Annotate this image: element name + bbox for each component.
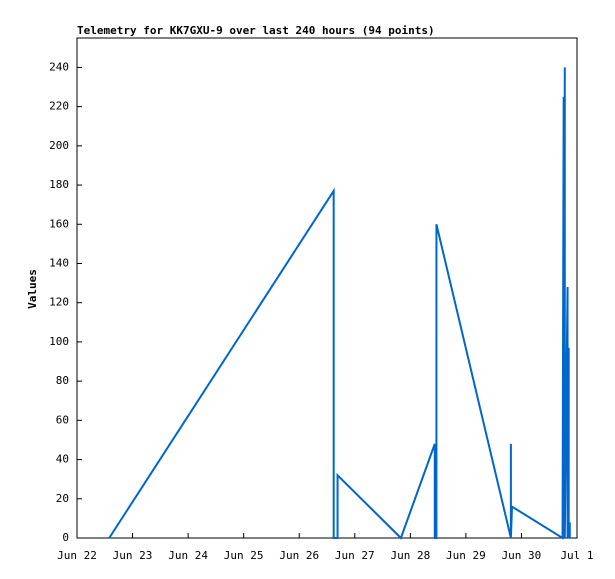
x-tick-label: Jun 22 (57, 549, 97, 562)
y-tick-label: 240 (49, 60, 69, 73)
y-axis-label: Values (26, 269, 39, 309)
data-line (108, 67, 571, 540)
x-tick-label: Jun 24 (168, 549, 208, 562)
y-tick-label: 220 (49, 100, 69, 113)
x-tick-label: Jul 1 (560, 549, 593, 562)
x-tick-label: Jun 23 (113, 549, 153, 562)
y-tick-label: 20 (56, 492, 69, 505)
chart-title: Telemetry for KK7GXU-9 over last 240 hou… (77, 24, 435, 37)
x-tick-label: Jun 27 (335, 549, 375, 562)
x-tick-label: Jun 25 (224, 549, 264, 562)
x-tick-label: Jun 29 (446, 549, 486, 562)
y-tick-label: 200 (49, 139, 69, 152)
y-tick-label: 180 (49, 178, 69, 191)
x-tick-label: Jun 28 (390, 549, 430, 562)
y-tick-label: 80 (56, 374, 69, 387)
y-tick-label: 160 (49, 217, 69, 230)
y-tick-label: 100 (49, 335, 69, 348)
y-tick-label: 120 (49, 296, 69, 309)
y-tick-label: 140 (49, 256, 69, 269)
y-tick-label: 40 (56, 453, 69, 466)
y-tick-label: 60 (56, 413, 69, 426)
plot-frame (76, 37, 578, 539)
x-tick-label: Jun 26 (279, 549, 319, 562)
x-tick-label: Jun 30 (502, 549, 542, 562)
y-tick-label: 0 (62, 531, 69, 544)
